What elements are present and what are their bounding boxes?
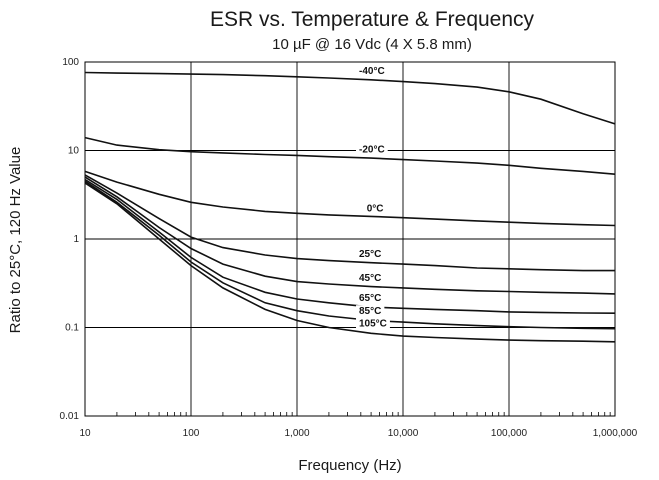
series-label-bg	[356, 65, 388, 78]
series-line-2	[84, 136, 616, 175]
watermark-stroke	[23, 0, 255, 270]
series-label: 85°C	[359, 306, 381, 317]
chart-title: ESR vs. Temperature & Frequency	[210, 8, 535, 31]
chart-subtitle: 10 µF @ 16 Vdc (4 X 5.8 mm)	[272, 36, 472, 53]
series-label: 25°C	[359, 249, 381, 260]
series-label: 105°C	[359, 319, 387, 330]
series-curves	[84, 71, 616, 343]
series-label-bg	[356, 305, 385, 318]
x-axis-label: Frequency (Hz)	[298, 457, 401, 474]
series-labels: -40°C -20°C 0°C 25°C 45°C 65°C 85°C 105°C	[356, 65, 390, 330]
series-label-bg	[356, 271, 385, 284]
series-line-5	[84, 176, 616, 295]
series-label: 65°C	[359, 293, 381, 304]
series-label-bg	[356, 248, 385, 261]
series-label-bg	[363, 202, 387, 215]
x-tick-label: 100	[183, 428, 200, 439]
x-tick-label: 100,000	[491, 428, 528, 439]
series-label-bg	[356, 143, 388, 156]
series-line-7	[84, 180, 616, 330]
series-label: -20°C	[359, 145, 385, 156]
y-tick-label: 100	[62, 57, 79, 68]
y-tick-label: 10	[68, 146, 80, 157]
series-label: 45°C	[359, 273, 381, 284]
series-label-bg	[356, 291, 385, 304]
x-tick-label: 1,000	[284, 428, 309, 439]
series-label-bg	[356, 317, 390, 330]
x-tick-label: 10,000	[388, 428, 419, 439]
series-label: 0°C	[367, 203, 384, 214]
series-label: -40°C	[359, 66, 385, 77]
x-tick-label: 1,000,000	[593, 428, 638, 439]
series-line-3	[84, 170, 616, 227]
y-tick-labels: 0.01 0.1 1 10 100	[60, 57, 80, 422]
series-line-6	[84, 178, 616, 314]
series-line-4	[84, 174, 615, 272]
y-tick-label: 0.01	[60, 411, 80, 422]
series-line-1	[84, 71, 616, 125]
series-line-8	[84, 182, 616, 343]
y-axis-label: Ratio to 25°C, 120 Hz Value	[7, 147, 24, 334]
y-tick-label: 1	[73, 234, 79, 245]
x-tick-label: 10	[79, 428, 91, 439]
x-tick-labels: 10 100 1,000 10,000 100,000 1,000,000	[79, 428, 637, 439]
y-tick-label: 0.1	[65, 323, 79, 334]
